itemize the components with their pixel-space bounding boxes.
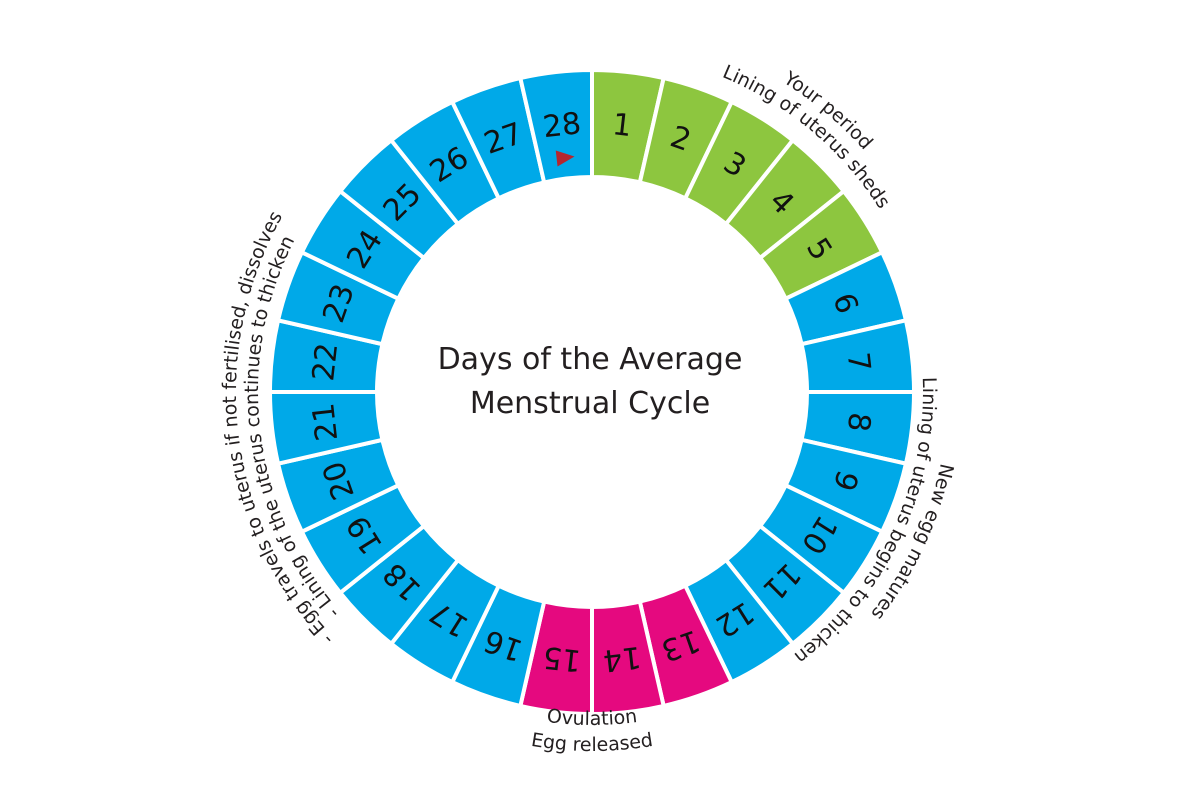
day-number-7: 7 (840, 351, 877, 374)
day-number-15: 15 (541, 639, 583, 678)
ovulation-label-line2: Egg released (530, 729, 655, 756)
diagram-title: Days of the Average Menstrual Cycle (390, 338, 790, 426)
day-number-14: 14 (601, 639, 643, 678)
day-number-21: 21 (306, 401, 345, 443)
day-segment-28 (517, 67, 594, 185)
diagram-title-line2: Menstrual Cycle (469, 386, 711, 421)
day-number-22: 22 (306, 341, 345, 383)
day-segments (267, 67, 917, 717)
day-28-marker-icon (555, 150, 575, 167)
day-number-1: 1 (611, 107, 634, 144)
ovulation-label-line1: Ovulation (546, 705, 639, 730)
diagram-title-line1: Days of the Average (437, 342, 743, 377)
day-number-28: 28 (541, 106, 583, 145)
day-number-8: 8 (840, 411, 877, 434)
